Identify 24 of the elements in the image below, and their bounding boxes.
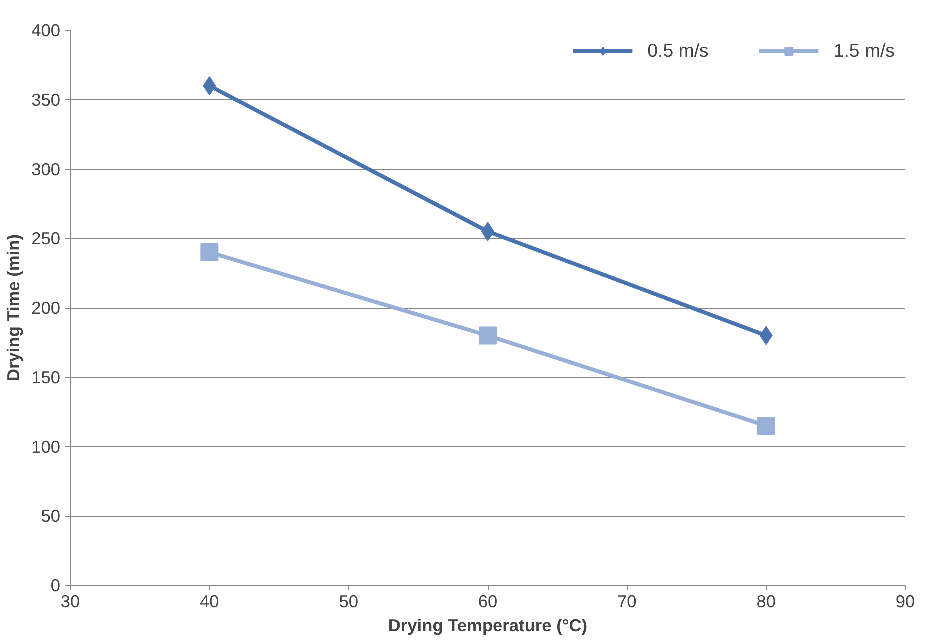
x-tick-label: 50: [339, 592, 358, 612]
y-tick-label: 50: [41, 506, 61, 526]
y-tick-label: 300: [32, 159, 61, 180]
legend-label: 0.5 m/s: [648, 40, 709, 62]
y-tick-label: 0: [50, 576, 61, 596]
point: [479, 326, 497, 345]
x-tick-label: 70: [618, 592, 637, 612]
y-axis-title: Drying Time (min): [4, 234, 24, 382]
y-tick-label: 200: [32, 298, 61, 318]
x-axis-title: Drying Temperature (°C): [388, 616, 588, 636]
x-tick-label: 40: [200, 592, 220, 612]
x-tick-label: 60: [478, 592, 498, 612]
point: [203, 76, 216, 96]
y-tick-label: 250: [32, 228, 61, 249]
legend-label: 1.5 m/s: [834, 40, 895, 62]
x-tick-label: 80: [756, 592, 776, 612]
point: [200, 244, 219, 262]
y-tick-label: 400: [32, 20, 61, 40]
y-tick-label: 100: [32, 436, 61, 457]
y-tick-label: 150: [32, 367, 61, 388]
x-tick-label: 90: [896, 592, 916, 612]
point: [757, 416, 776, 435]
x-tick-label: 30: [60, 592, 80, 612]
y-tick-label: 350: [32, 90, 61, 110]
